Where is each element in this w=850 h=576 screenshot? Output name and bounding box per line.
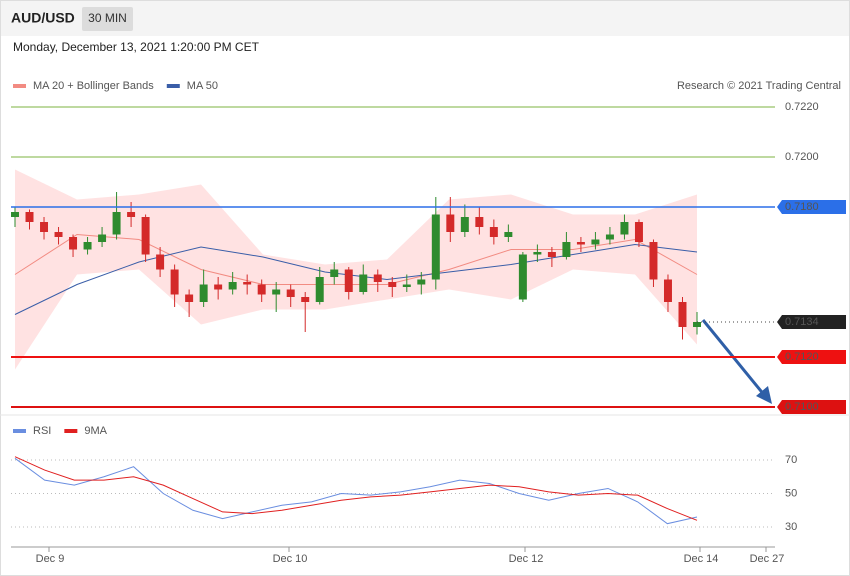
x-tick-label: Dec 12 — [509, 553, 544, 565]
candle-body — [591, 239, 600, 245]
candle-body — [547, 252, 556, 257]
candle-body — [315, 277, 324, 302]
candle-body — [562, 242, 571, 257]
level-label: 0.7120 — [785, 351, 819, 363]
legend-swatch — [166, 84, 180, 88]
legend-swatch — [13, 429, 26, 433]
candle-body — [228, 282, 237, 290]
candle-body — [576, 242, 585, 245]
candle-body — [69, 237, 78, 250]
candle-body — [243, 282, 252, 285]
candle-body — [257, 284, 266, 295]
candle-body — [199, 284, 208, 302]
timeframe-badge — [82, 7, 133, 31]
candle-body — [286, 289, 295, 297]
candle-body — [98, 234, 107, 242]
x-tick-label: Dec 27 — [750, 553, 785, 565]
candle-body — [141, 217, 150, 255]
level-label: 0.7100 — [785, 401, 819, 413]
candle-body — [693, 322, 701, 327]
candle-body — [475, 217, 484, 227]
bollinger-band — [15, 169, 697, 370]
top-bar — [1, 1, 849, 36]
legend-swatch — [64, 429, 78, 433]
y-tick-label: 50 — [785, 487, 797, 499]
candle-body — [214, 284, 223, 290]
level-label: 0.7200 — [785, 151, 819, 163]
candle-body — [605, 234, 614, 240]
ma-line — [14, 243, 698, 315]
legend-label: MA 20 + Bollinger Bands — [33, 80, 154, 92]
level-label: 0.7220 — [785, 101, 819, 113]
candle-body — [170, 269, 179, 295]
candle-body — [127, 212, 136, 217]
candle-body — [373, 274, 382, 282]
credit: Research © 2021 Trading Central — [677, 80, 841, 92]
candle-body — [649, 242, 658, 280]
candle-body — [634, 222, 643, 242]
candle-body — [620, 222, 629, 235]
candle-body — [112, 212, 121, 235]
candle-body — [533, 252, 542, 255]
candle-body — [518, 254, 527, 300]
y-tick-label: 30 — [785, 521, 797, 533]
candle-body — [25, 212, 34, 222]
x-tick-label: Dec 14 — [684, 553, 719, 565]
candle-body — [83, 242, 92, 250]
level-box — [777, 400, 846, 414]
ma-line — [14, 233, 698, 285]
x-tick-label: Dec 9 — [36, 553, 65, 565]
candle-body — [431, 214, 440, 280]
candle-body — [446, 214, 455, 232]
candle-body — [402, 284, 411, 287]
candle-body — [40, 222, 49, 232]
level-box — [777, 315, 846, 329]
level-box — [777, 200, 846, 214]
level-label: 0.7180 — [785, 201, 819, 213]
legend-label: 9MA — [84, 425, 107, 437]
y-tick-label: 70 — [785, 454, 797, 466]
level-box — [777, 350, 846, 364]
candle-body — [344, 269, 353, 292]
candle-body — [460, 217, 469, 232]
datetime: Monday, December 13, 2021 1:20:00 PM CET — [13, 40, 260, 54]
legend-swatch — [13, 84, 26, 88]
timeframe: 30 MIN — [88, 11, 127, 25]
candle-body — [359, 274, 368, 292]
candle-body — [11, 212, 19, 217]
candle-body — [489, 227, 498, 237]
candle-body — [156, 254, 165, 270]
candle-body — [388, 282, 397, 287]
candle-body — [54, 232, 63, 237]
candle-body — [185, 294, 194, 302]
candle-body — [678, 302, 687, 327]
forecast-arrowhead — [756, 386, 772, 404]
legend-label: MA 50 — [187, 80, 218, 92]
candle-body — [272, 289, 281, 295]
x-tick-label: Dec 10 — [273, 553, 308, 565]
candle-body — [504, 232, 513, 237]
indicator-line — [14, 456, 698, 521]
candle-body — [663, 279, 672, 302]
indicator-line — [14, 457, 698, 525]
legend-label: RSI — [33, 425, 51, 437]
symbol: AUD/USD — [11, 10, 75, 26]
candle-body — [330, 269, 339, 277]
level-label: 0.7134 — [785, 316, 819, 328]
candle-body — [417, 279, 426, 285]
candle-body — [301, 297, 310, 302]
